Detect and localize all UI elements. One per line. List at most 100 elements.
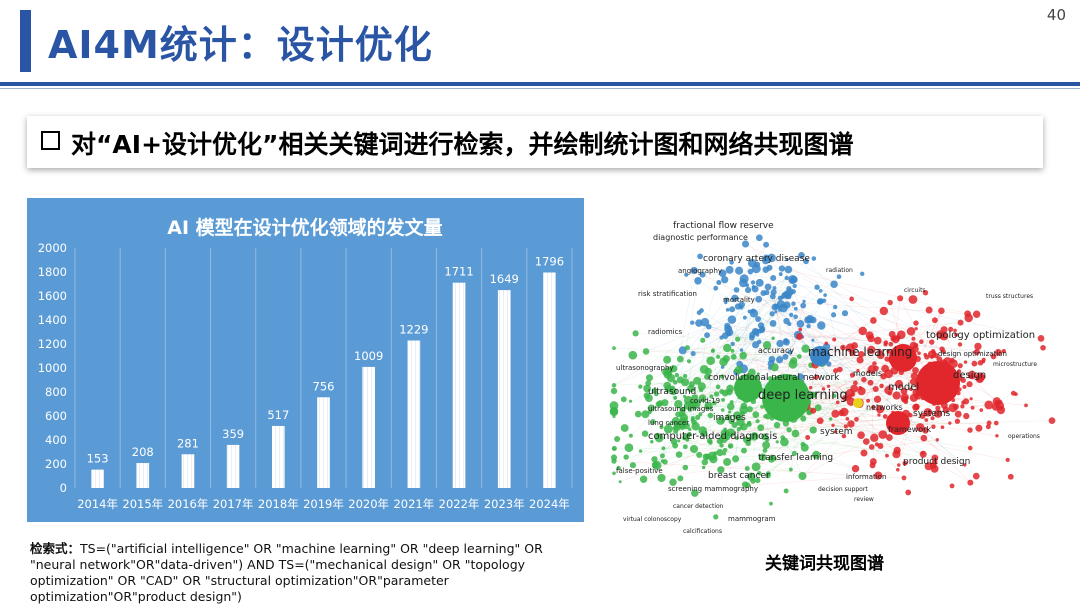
network-node <box>803 258 809 265</box>
network-node <box>929 339 935 345</box>
network-node <box>774 310 778 314</box>
network-node <box>841 310 849 317</box>
network-node <box>867 379 874 386</box>
network-node <box>709 394 714 399</box>
network-node <box>977 360 984 366</box>
network-node <box>969 397 973 401</box>
network-node <box>643 384 651 393</box>
data-label: 153 <box>87 452 109 466</box>
network-node <box>866 398 871 403</box>
network-node <box>883 342 888 347</box>
network-node <box>877 413 881 417</box>
network-node <box>783 488 789 494</box>
data-label: 1711 <box>444 265 473 279</box>
network-node <box>811 338 815 342</box>
network-node <box>739 351 748 360</box>
data-labels: 153 208 281 359 517 756 1009 1229 1711 1649 1796 <box>87 254 564 465</box>
network-node <box>721 389 729 397</box>
data-label: 517 <box>267 408 289 422</box>
network-node <box>877 443 884 450</box>
network-node <box>657 473 666 483</box>
network-node <box>1007 473 1014 480</box>
network-node <box>654 392 659 397</box>
network-keyword-label: microstructure <box>993 361 1037 368</box>
network-node <box>964 313 973 323</box>
network-node <box>667 422 672 426</box>
network-node <box>710 348 715 353</box>
network-node <box>675 411 681 418</box>
network-node <box>790 276 798 284</box>
network-node <box>750 280 756 285</box>
network-node <box>897 463 901 467</box>
data-label: 1009 <box>354 349 383 363</box>
query-body: TS=("artificial intelligence" OR "machin… <box>30 541 543 604</box>
network-node <box>643 392 651 399</box>
network-keyword-label: systems <box>913 409 951 419</box>
network-node <box>903 399 909 405</box>
network-node <box>612 415 616 419</box>
network-node <box>719 443 724 448</box>
network-node <box>771 303 779 311</box>
x-tick-label: 2020年 <box>348 497 389 511</box>
network-node <box>778 272 783 277</box>
network-node <box>897 295 904 302</box>
network-node <box>858 385 863 390</box>
network-node <box>660 459 665 463</box>
network-node <box>690 320 695 325</box>
network-node <box>905 489 912 496</box>
network-node <box>763 241 770 248</box>
network-keyword-label: ultrasonography <box>616 364 674 372</box>
bar <box>543 272 556 488</box>
network-node <box>884 369 894 379</box>
network-node <box>870 317 877 324</box>
network-node <box>1010 390 1016 396</box>
network-node <box>645 374 653 382</box>
network-node <box>791 450 797 457</box>
network-node <box>686 359 692 364</box>
network-hub-node <box>734 374 762 402</box>
network-node <box>905 396 909 400</box>
network-node <box>741 447 747 454</box>
network-node <box>716 354 721 359</box>
network-node <box>935 438 939 442</box>
network-node <box>663 424 673 434</box>
network-node <box>739 405 749 415</box>
network-node <box>856 368 860 373</box>
network-node <box>954 332 959 337</box>
network-node <box>919 450 927 458</box>
network-node <box>931 317 938 324</box>
network-node <box>769 293 776 300</box>
network-node <box>930 416 935 421</box>
network-node <box>678 346 687 355</box>
network-node <box>765 472 771 479</box>
network-node <box>931 349 936 354</box>
network-node <box>798 252 805 259</box>
network-node <box>869 462 876 469</box>
network-node <box>789 312 794 318</box>
network-node <box>611 458 617 464</box>
network-node <box>967 427 973 433</box>
network-keyword-label: ultrasound <box>648 387 696 397</box>
network-node <box>724 297 729 303</box>
data-label: 756 <box>313 379 335 393</box>
network-node <box>826 361 832 367</box>
bar-chart: AI 模型在设计优化领域的发文量 0 200 400 600 800 1000 1200 14… <box>38 216 573 511</box>
network-node <box>971 360 978 367</box>
network-hub-node <box>810 346 830 366</box>
network-node <box>629 399 633 403</box>
search-query-text: 检索式：TS=("artificial intelligence" OR "ma… <box>30 541 570 605</box>
network-node <box>984 400 994 410</box>
network-node <box>817 321 826 330</box>
network-node <box>868 444 875 450</box>
network-node <box>810 407 817 414</box>
network-node <box>669 478 677 487</box>
network-keyword-label: diagnostic performance <box>653 233 748 242</box>
network-node <box>696 310 702 316</box>
network-node <box>791 301 796 306</box>
network-node <box>757 471 762 476</box>
network-node <box>851 342 858 350</box>
network-node <box>793 314 798 320</box>
network-keyword-label: virtual colonoscopy <box>623 516 682 523</box>
network-node <box>796 319 805 328</box>
network-keyword-label: risk stratification <box>638 290 697 298</box>
